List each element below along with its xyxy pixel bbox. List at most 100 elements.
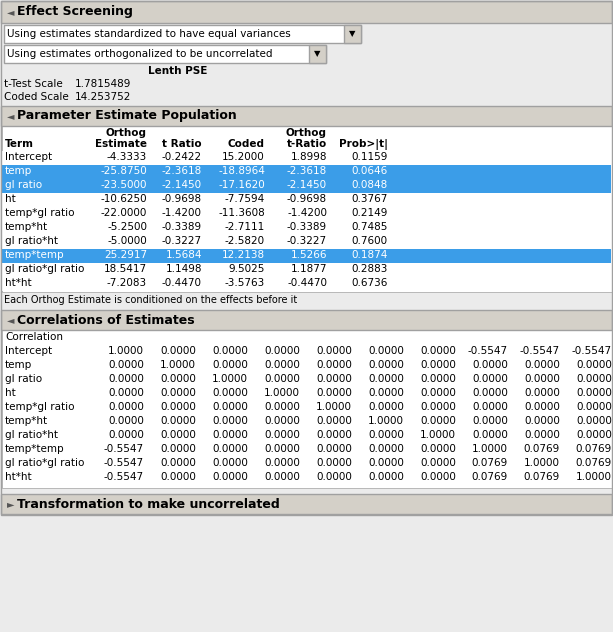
Bar [1, 1, 612, 515]
Text: -0.5547: -0.5547 [104, 472, 144, 482]
Text: 18.5417: 18.5417 [104, 264, 147, 274]
Text: 0.0000: 0.0000 [420, 458, 456, 468]
Text: 1.0000: 1.0000 [108, 346, 144, 356]
Text: 0.0848: 0.0848 [352, 180, 388, 190]
Text: 0.0000: 0.0000 [576, 360, 612, 370]
Text: -0.2422: -0.2422 [162, 152, 202, 162]
Text: 0.0000: 0.0000 [420, 374, 456, 384]
Text: 0.0000: 0.0000 [368, 458, 404, 468]
Text: gl ratio: gl ratio [5, 374, 42, 384]
Text: 1.0000: 1.0000 [472, 444, 508, 454]
Text: 0.3767: 0.3767 [352, 194, 388, 204]
Text: 1.0000: 1.0000 [212, 374, 248, 384]
Bar [1, 494, 612, 514]
Text: -0.3389: -0.3389 [162, 222, 202, 232]
Text: 0.0000: 0.0000 [576, 430, 612, 440]
Bar [1, 1, 612, 23]
Text: 0.0000: 0.0000 [524, 416, 560, 426]
Text: Prob>|t|: Prob>|t| [339, 139, 388, 150]
Text: -0.5547: -0.5547 [468, 346, 508, 356]
Text: 0.0000: 0.0000 [264, 346, 300, 356]
Text: 0.0000: 0.0000 [316, 430, 352, 440]
Bar [309, 45, 326, 63]
Bar [2, 249, 611, 263]
Bar [2, 277, 611, 291]
Text: -5.0000: -5.0000 [107, 236, 147, 246]
Text: 0.0000: 0.0000 [576, 388, 612, 398]
Text: Term: Term [5, 139, 34, 149]
Text: t Ratio: t Ratio [162, 139, 202, 149]
Text: -1.4200: -1.4200 [287, 208, 327, 218]
Text: temp*temp: temp*temp [5, 250, 64, 260]
Text: 0.0769: 0.0769 [576, 458, 612, 468]
Text: -3.5763: -3.5763 [225, 278, 265, 288]
Text: -7.7594: -7.7594 [225, 194, 265, 204]
Text: 0.0000: 0.0000 [420, 416, 456, 426]
Text: -0.5547: -0.5547 [520, 346, 560, 356]
Text: 0.0769: 0.0769 [472, 472, 508, 482]
Text: -17.1620: -17.1620 [218, 180, 265, 190]
Text: Parameter Estimate Population: Parameter Estimate Population [17, 109, 237, 123]
Text: 15.2000: 15.2000 [223, 152, 265, 162]
Text: Coded: Coded [228, 139, 265, 149]
Text: -0.5547: -0.5547 [104, 444, 144, 454]
Text: 0.0000: 0.0000 [264, 416, 300, 426]
Text: 0.0000: 0.0000 [316, 346, 352, 356]
Text: 0.7600: 0.7600 [352, 236, 388, 246]
Text: 0.0769: 0.0769 [524, 472, 560, 482]
Text: -0.3227: -0.3227 [162, 236, 202, 246]
Bar [2, 126, 612, 292]
Text: ◄: ◄ [7, 7, 15, 17]
Text: -2.7111: -2.7111 [225, 222, 265, 232]
Text: 0.0646: 0.0646 [352, 166, 388, 176]
Text: 0.0000: 0.0000 [316, 374, 352, 384]
Text: temp*gl ratio: temp*gl ratio [5, 402, 75, 412]
Text: 0.0000: 0.0000 [472, 402, 508, 412]
Text: 0.0000: 0.0000 [368, 472, 404, 482]
Text: 0.0000: 0.0000 [212, 402, 248, 412]
Text: 9.5025: 9.5025 [229, 264, 265, 274]
Text: 12.2138: 12.2138 [222, 250, 265, 260]
Text: 0.0769: 0.0769 [472, 458, 508, 468]
Text: 0.0000: 0.0000 [420, 388, 456, 398]
Text: 0.0000: 0.0000 [316, 472, 352, 482]
Text: Orthog: Orthog [286, 128, 327, 138]
Bar [2, 151, 611, 165]
Text: -0.3389: -0.3389 [287, 222, 327, 232]
Text: 0.1874: 0.1874 [352, 250, 388, 260]
Text: 0.1159: 0.1159 [352, 152, 388, 162]
Text: -2.3618: -2.3618 [162, 166, 202, 176]
Text: -0.5547: -0.5547 [104, 458, 144, 468]
Text: -18.8964: -18.8964 [218, 166, 265, 176]
Text: 14.253752: 14.253752 [75, 92, 131, 102]
Text: 0.0000: 0.0000 [264, 444, 300, 454]
Text: 0.0000: 0.0000 [212, 458, 248, 468]
Text: 0.0000: 0.0000 [368, 402, 404, 412]
Text: 0.0000: 0.0000 [524, 360, 560, 370]
Text: Each Orthog Estimate is conditioned on the effects before it: Each Orthog Estimate is conditioned on t… [4, 295, 297, 305]
Bar [2, 179, 611, 193]
Text: ►: ► [7, 499, 15, 509]
Text: 0.0000: 0.0000 [420, 346, 456, 356]
Text: 0.0000: 0.0000 [264, 430, 300, 440]
Bar [344, 25, 361, 43]
Text: 0.0000: 0.0000 [420, 360, 456, 370]
Text: gl ratio*gl ratio: gl ratio*gl ratio [5, 264, 85, 274]
Bar [2, 330, 612, 488]
Text: 0.0000: 0.0000 [160, 444, 196, 454]
Text: 0.0000: 0.0000 [524, 388, 560, 398]
Text: ht*ht: ht*ht [5, 278, 32, 288]
Text: 1.0000: 1.0000 [264, 388, 300, 398]
Text: 0.0000: 0.0000 [420, 472, 456, 482]
Text: Transformation to make uncorrelated: Transformation to make uncorrelated [17, 497, 280, 511]
Text: -2.1450: -2.1450 [162, 180, 202, 190]
Text: 0.0000: 0.0000 [368, 388, 404, 398]
Text: Intercept: Intercept [5, 346, 52, 356]
Text: Estimate: Estimate [95, 139, 147, 149]
Text: 0.6736: 0.6736 [352, 278, 388, 288]
Text: temp: temp [5, 166, 32, 176]
Text: Correlation: Correlation [5, 332, 63, 342]
Text: 1.5266: 1.5266 [291, 250, 327, 260]
Text: 0.0000: 0.0000 [160, 458, 196, 468]
Text: t-Test Scale: t-Test Scale [4, 79, 63, 89]
